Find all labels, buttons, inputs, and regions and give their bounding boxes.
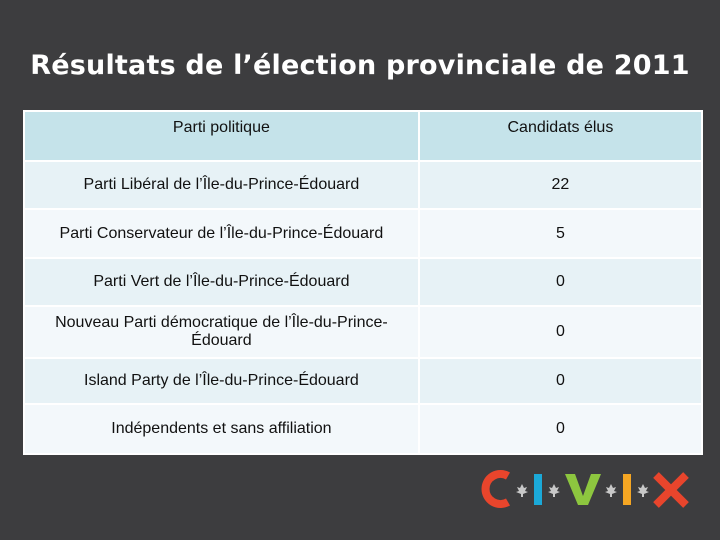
table-row: Parti Libéral de l’Île-du-Prince-Édouard… (23, 160, 704, 210)
maple-leaf-icon (605, 484, 617, 497)
table-row: Parti Conservateur de l’Île-du-Prince-Éd… (23, 208, 704, 259)
table-row: Island Party de l’Île-du-Prince-Édouard … (23, 357, 704, 405)
seats-won: 0 (417, 403, 704, 455)
seats-won: 0 (417, 305, 704, 359)
seats-won: 5 (417, 208, 704, 259)
party-name: Parti Conservateur de l’Île-du-Prince-Éd… (23, 208, 420, 259)
party-name: Indépendents et sans affiliation (23, 403, 420, 455)
logo-letter-i (623, 474, 631, 505)
party-name: Island Party de l’Île-du-Prince-Édouard (23, 357, 420, 405)
logo-letter-v (565, 474, 601, 505)
table-row: Parti Vert de l’Île-du-Prince-Édouard 0 (23, 257, 704, 307)
seats-won: 0 (417, 357, 704, 405)
header-party: Parti politique (23, 110, 420, 162)
seats-won: 0 (417, 257, 704, 307)
logo-letter-i (534, 474, 542, 505)
header-seats: Candidats élus (417, 110, 704, 162)
maple-leaf-icon (548, 484, 560, 497)
table-row: Indépendents et sans affiliation 0 (23, 403, 704, 455)
logo-letter-c (481, 470, 510, 508)
maple-leaf-icon (516, 484, 528, 497)
table-row: Nouveau Parti démocratique de l’Île-du-P… (23, 305, 704, 359)
seats-won: 22 (417, 160, 704, 210)
party-name: Parti Vert de l’Île-du-Prince-Édouard (23, 257, 420, 307)
logo-letter-x (653, 472, 689, 508)
party-name: Nouveau Parti démocratique de l’Île-du-P… (23, 305, 420, 359)
party-name: Parti Libéral de l’Île-du-Prince-Édouard (23, 160, 420, 210)
slide-title: Résultats de l’élection provinciale de 2… (30, 50, 690, 81)
table-header-row: Parti politique Candidats élus (23, 110, 704, 162)
maple-leaf-icon (637, 484, 649, 497)
civix-logo (481, 470, 689, 508)
election-results-table: Parti politique Candidats élus Parti Lib… (23, 110, 704, 455)
